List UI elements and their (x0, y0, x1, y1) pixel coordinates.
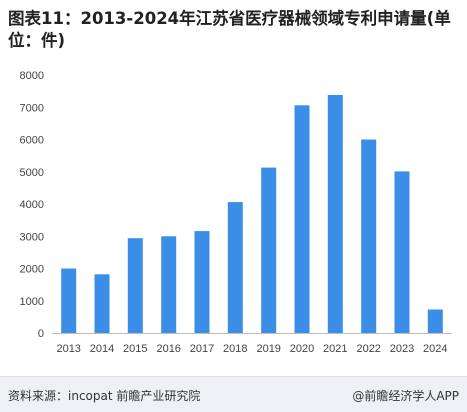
brand-credit: @前瞻经济学人APP (352, 389, 459, 403)
bar-2019 (261, 167, 277, 333)
x-tick-label: 2016 (156, 343, 180, 355)
x-tick-label: 2018 (223, 343, 247, 355)
bar-2022 (361, 139, 377, 333)
x-tick-label: 2020 (290, 343, 314, 355)
y-tick-label: 1000 (20, 296, 44, 308)
x-tick-label: 2022 (356, 343, 380, 355)
bar-2013 (61, 268, 77, 333)
x-axis-ticks: 2013 2014 2015 2016 2017 2018 2019 2020 2021 2022… (56, 343, 447, 355)
x-tick-label: 2013 (56, 343, 80, 355)
bar-2015 (127, 238, 143, 333)
bar-2018 (227, 202, 243, 333)
y-tick-label: 3000 (20, 231, 44, 243)
bar-2021 (327, 95, 343, 333)
bars-group (61, 95, 443, 334)
y-tick-label: 4000 (20, 199, 44, 211)
y-tick-label: 5000 (20, 167, 44, 179)
bar-2023 (394, 171, 410, 333)
y-tick-label: 2000 (20, 264, 44, 276)
x-tick-label: 2024 (423, 343, 447, 355)
y-tick-label: 6000 (20, 135, 44, 147)
x-tick-label: 2017 (190, 343, 214, 355)
x-tick-label: 2021 (323, 343, 347, 355)
y-tick-label: 8000 (20, 70, 44, 82)
footer-bar: 资料来源：incopat 前瞻产业研究院 @前瞻经济学人APP (0, 376, 467, 412)
bar-2020 (294, 105, 310, 333)
y-axis-ticks: 0 1000 2000 3000 4000 5000 6000 7000 8000 (20, 70, 44, 340)
x-tick-label: 2023 (390, 343, 414, 355)
bar-2017 (194, 231, 210, 333)
bar-2014 (94, 274, 110, 333)
x-tick-label: 2019 (256, 343, 280, 355)
x-tick-label: 2015 (123, 343, 147, 355)
y-tick-label: 7000 (20, 102, 44, 114)
bar-2016 (161, 236, 177, 334)
x-tick-label: 2014 (90, 343, 114, 355)
chart-title: 图表11：2013-2024年江苏省医疗器械领域专利申请量(单位：件) (8, 9, 451, 50)
y-tick-label: 0 (38, 328, 44, 340)
bar-2024 (427, 309, 443, 333)
source-note: 资料来源：incopat 前瞻产业研究院 (8, 389, 201, 403)
